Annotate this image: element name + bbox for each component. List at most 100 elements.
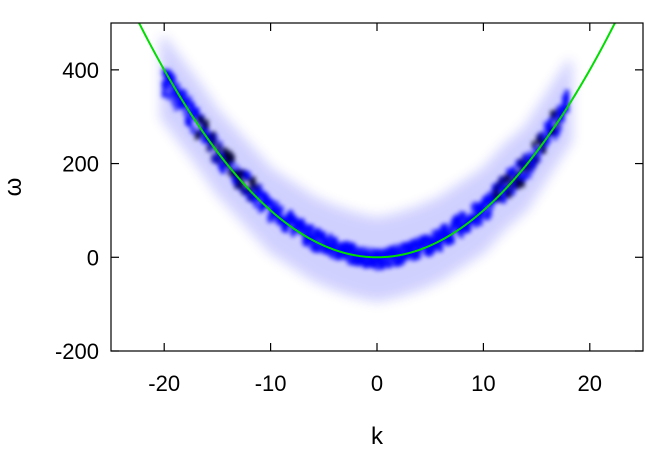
density-cell [276,210,282,219]
density-cell [304,238,310,247]
density-cell [526,170,532,179]
density-cell [435,228,441,237]
density-cell [442,227,448,236]
density-cell [320,231,326,240]
density-cell [332,240,338,249]
density-cell [299,218,305,227]
density-cell [199,115,205,124]
density-cell [388,245,394,254]
curve-line [137,23,617,259]
density-cell [547,119,553,128]
density-cell [510,187,516,196]
density-cell [449,225,455,234]
density-cell [381,259,387,268]
x-tick-label: 20 [578,371,602,396]
density-cell [164,81,170,90]
density-cell [245,171,251,180]
density-cell [166,92,172,101]
x-axis-label: k [371,423,384,450]
density-cell [192,126,198,135]
density-cell [386,260,392,269]
density-cell [257,183,263,192]
density-cell [171,97,177,106]
density-cell [540,145,546,154]
x-tick-label: 10 [471,371,495,396]
density-cell [456,216,462,225]
density-cell [505,178,511,187]
x-tick-label: -10 [255,371,287,396]
density-cell [278,205,284,214]
density-cell [302,223,308,232]
density-cell [220,163,226,172]
y-tick-label: 400 [62,58,99,83]
density-cell [374,262,380,271]
density-cell [182,91,188,100]
density-cell [501,195,507,204]
density-cell [309,224,315,233]
density-cell [458,230,464,239]
density-cell [313,233,319,242]
density-cell [517,171,523,180]
y-tick-label: 0 [87,245,99,270]
density-cell [477,217,483,226]
density-cell [182,107,188,116]
density-cell [283,224,289,233]
density-cell [365,246,371,255]
density-cell [213,134,219,143]
density-cell [250,182,256,191]
density-cell [208,143,214,152]
density-cell [234,164,240,173]
density-cell [487,207,493,216]
density-cell [196,129,202,138]
density-cell [552,132,558,141]
density-halo-cell [240,138,248,224]
density-cell [508,173,514,182]
density-cell [351,243,357,252]
density-cell [510,168,516,177]
density-cell [564,95,570,104]
density-cell [519,179,525,188]
density-cell [161,89,167,98]
density-cell [482,202,488,211]
density-cell [238,180,244,189]
density-cell [564,89,570,98]
density-cell [480,210,486,219]
density-cell [393,243,399,252]
density-cell [269,199,275,208]
density-cell [494,185,500,194]
density-cell [187,95,193,104]
density-cell [215,150,221,159]
density-cell [398,247,404,256]
density-cell [543,129,549,138]
density-cell [173,103,179,112]
density-cell [213,139,219,148]
density-cell [171,75,177,84]
density-cell [175,82,181,91]
density-cell [187,110,193,119]
y-axis-label: ω [0,178,27,197]
density-cell [229,154,235,163]
density-cell [498,184,504,193]
density-cell [554,115,560,124]
density-cell [330,250,336,259]
density-cell [327,233,333,242]
density-cell [421,240,427,249]
density-cell [529,164,535,173]
x-tick-label: 0 [371,371,383,396]
density-cell [554,128,560,137]
density-cell [187,119,193,128]
density-cell [288,209,294,218]
density-cell [217,140,223,149]
density-cell [255,200,261,209]
density-cell [311,239,317,248]
density-cell [194,107,200,116]
x-axis-ticks: -20 -10 0 10 20 [148,23,602,396]
y-axis-ticks: -200 0 200 400 [55,58,643,364]
density-cell [489,200,495,209]
density-cell [536,154,542,163]
density-cell [538,131,544,140]
density-cell [545,135,551,144]
density-cell [461,211,467,220]
density-cell [203,122,209,131]
